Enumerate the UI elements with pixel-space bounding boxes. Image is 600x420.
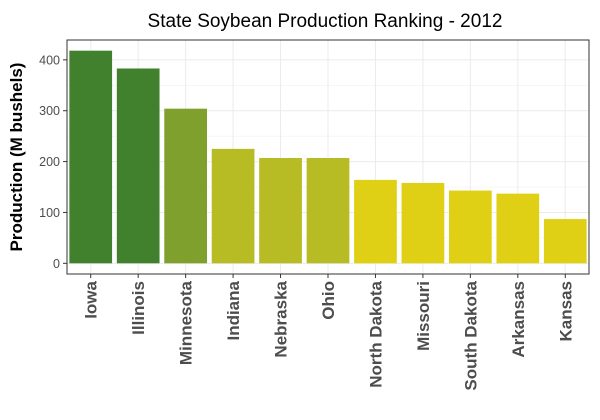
- x-tick-label: Indiana: [224, 280, 243, 340]
- y-tick-label: 0: [53, 257, 60, 271]
- y-tick-label: 300: [39, 104, 60, 118]
- bar-indiana: [211, 148, 255, 264]
- y-tick-label: 400: [39, 53, 60, 67]
- bar-nebraska: [259, 158, 302, 264]
- x-tick-label: Illinois: [129, 281, 148, 335]
- bar-minnesota: [164, 108, 207, 264]
- y-axis: 0 100 200 300 400: [39, 53, 67, 271]
- bar-arkansas: [496, 193, 540, 264]
- x-tick-label: Kansas: [556, 281, 575, 341]
- x-axis: Iowa Illinois Minnesota Indiana Nebraska Ohio…: [82, 274, 575, 391]
- bar-kansas: [543, 219, 587, 264]
- bar-south-dakota: [449, 190, 492, 264]
- x-tick-label: Minnesota: [177, 280, 196, 365]
- x-tick-label: Nebraska: [272, 280, 291, 357]
- x-tick-label: South Dakota: [461, 280, 480, 390]
- y-axis-label: Production (M bushels): [7, 63, 26, 252]
- x-tick-label: Missouri: [414, 281, 433, 351]
- x-tick-label: North Dakota: [366, 280, 385, 387]
- bar-ohio: [306, 158, 350, 264]
- x-tick-label: Ohio: [319, 281, 338, 320]
- bars: [66, 39, 590, 275]
- bar-missouri: [401, 182, 445, 264]
- x-tick-label: Iowa: [82, 280, 101, 318]
- y-tick-label: 200: [39, 155, 60, 169]
- y-tick-label: 100: [39, 206, 60, 220]
- bar-north-dakota: [354, 179, 397, 264]
- chart-title: State Soybean Production Ranking - 2012: [148, 11, 503, 32]
- bar-illinois: [116, 68, 160, 264]
- x-tick-label: Arkansas: [509, 281, 528, 358]
- bar-iowa: [69, 50, 113, 264]
